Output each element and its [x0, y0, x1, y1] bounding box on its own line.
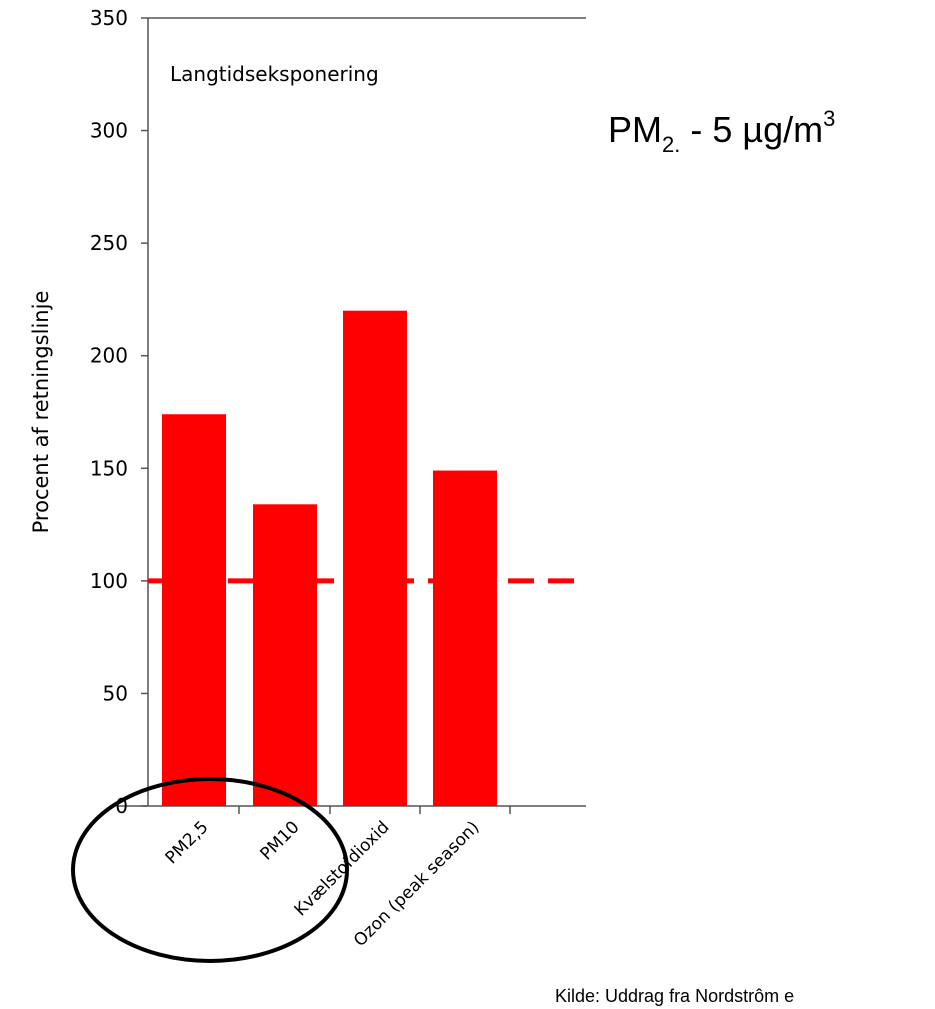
bars-group: [162, 310, 497, 806]
x-category-label: Kvælstofdioxid: [291, 817, 394, 920]
side-title-superscript: 3: [823, 106, 836, 131]
y-tick-label: 150: [90, 456, 128, 480]
y-tick-label: 50: [103, 681, 128, 705]
x-category-label: PM10: [256, 817, 303, 864]
y-tick-label: 100: [90, 569, 128, 593]
y-tick-label: 200: [90, 344, 128, 368]
bar: [433, 470, 497, 806]
x-category-label: PM2,5: [162, 817, 213, 868]
bar: [253, 504, 317, 806]
chart-title: Langtidseksponering: [170, 62, 379, 86]
side-title-pm: PM: [608, 109, 662, 150]
y-axis-label: Procent af retningslinje: [29, 291, 53, 534]
highlight-ellipse: [71, 777, 349, 963]
y-tick-label: 350: [90, 6, 128, 30]
side-title: PM2. - 5 µg/m3: [608, 106, 835, 158]
y-tick-label: 300: [90, 119, 128, 143]
bar: [343, 310, 407, 806]
bar: [162, 414, 226, 806]
side-title-subscript: 2.: [662, 132, 681, 157]
y-tick-label: 250: [90, 231, 128, 255]
side-title-value: - 5 µg/m: [680, 109, 824, 150]
source-note: Kilde: Uddrag fra Nordstrôm e: [555, 986, 795, 1006]
